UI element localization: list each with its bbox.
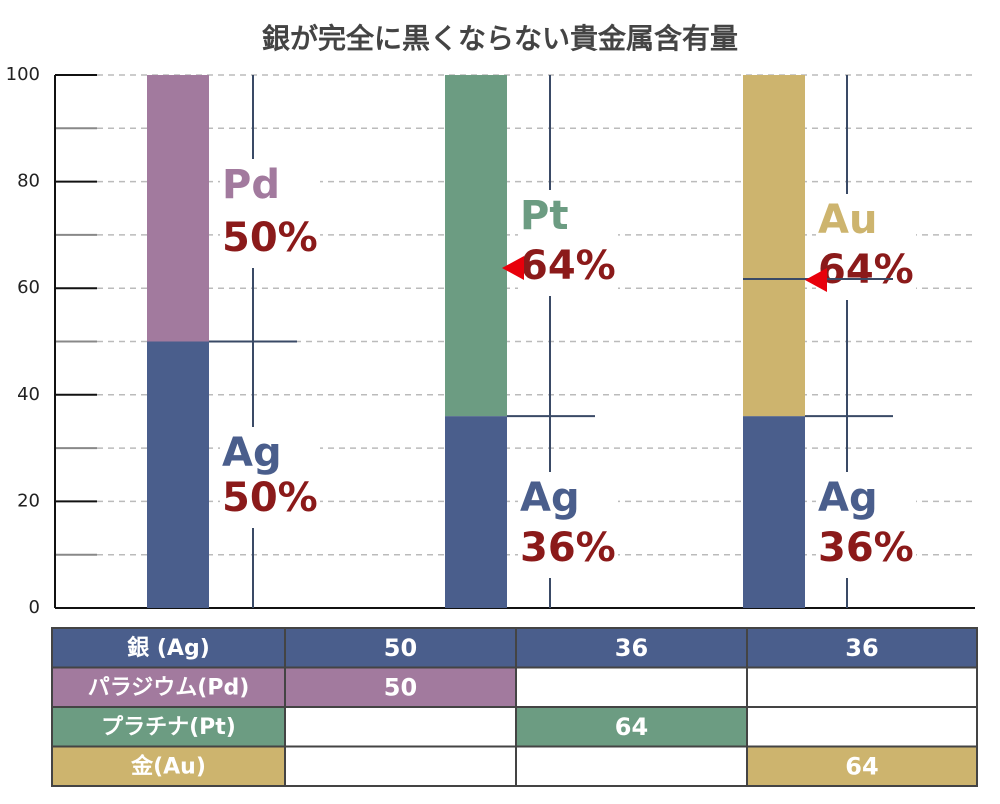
- label-backdrop: [220, 159, 320, 268]
- y-tick-label: 80: [17, 171, 40, 192]
- series-label: Ag: [818, 475, 878, 521]
- value-label: 36%: [520, 525, 616, 571]
- table-cell: [284, 745, 517, 787]
- bar-segment: [743, 416, 805, 608]
- y-tick-label: 0: [29, 597, 40, 618]
- table-row-label: 銀 (Ag): [127, 636, 210, 661]
- table-value: 64: [615, 713, 648, 741]
- table-value: 64: [845, 752, 878, 780]
- series-label: Au: [818, 197, 877, 243]
- table-row-label: プラチナ(Pt): [101, 715, 236, 740]
- arrow: [502, 256, 524, 280]
- bar-segment: [147, 75, 209, 342]
- table-header-cell: [51, 627, 286, 669]
- label-backdrop: [220, 427, 320, 528]
- bar-segment: [743, 75, 805, 417]
- label-backdrop: [518, 190, 618, 296]
- y-tick-label: 60: [17, 277, 40, 298]
- table-cell: [746, 706, 978, 748]
- table-header-cell: [51, 745, 286, 787]
- value-label: 64%: [818, 247, 914, 293]
- series-label: Ag: [520, 475, 580, 521]
- bar-segment: [445, 75, 507, 417]
- table-row-label: 金(Au): [130, 753, 206, 779]
- label-backdrop: [816, 472, 916, 578]
- label-backdrop: [816, 194, 916, 300]
- series-label: Pt: [520, 193, 568, 239]
- arrow: [805, 268, 827, 292]
- y-tick-label: 20: [17, 490, 40, 511]
- table-cell: [746, 666, 978, 708]
- series-label: Pd: [222, 162, 280, 208]
- label-backdrop: [518, 472, 618, 578]
- chart-title: 銀が完全に黒くならない貴金属含有量: [262, 22, 738, 55]
- value-label: 64%: [520, 243, 616, 289]
- value-label: 50%: [222, 475, 318, 521]
- table-cell: [746, 745, 978, 787]
- table-row-label: パラジウム(Pd): [88, 675, 250, 700]
- table-cell: [515, 745, 748, 787]
- y-tick-label: 40: [17, 384, 40, 405]
- value-label: 50%: [222, 215, 318, 261]
- table-value: 50: [384, 634, 417, 662]
- table-value: 36: [845, 634, 878, 662]
- bar-segment: [445, 416, 507, 608]
- table-value: 50: [384, 673, 417, 701]
- y-tick-label: 100: [6, 64, 40, 85]
- table-cell: [284, 706, 517, 748]
- table-cell: [515, 706, 748, 748]
- series-label: Ag: [222, 430, 282, 476]
- table-value: 36: [615, 634, 648, 662]
- table-cell: [284, 627, 517, 669]
- value-label: 36%: [818, 525, 914, 571]
- bar-segment: [147, 341, 209, 608]
- table-cell: [515, 666, 748, 708]
- table-cell: [746, 627, 978, 669]
